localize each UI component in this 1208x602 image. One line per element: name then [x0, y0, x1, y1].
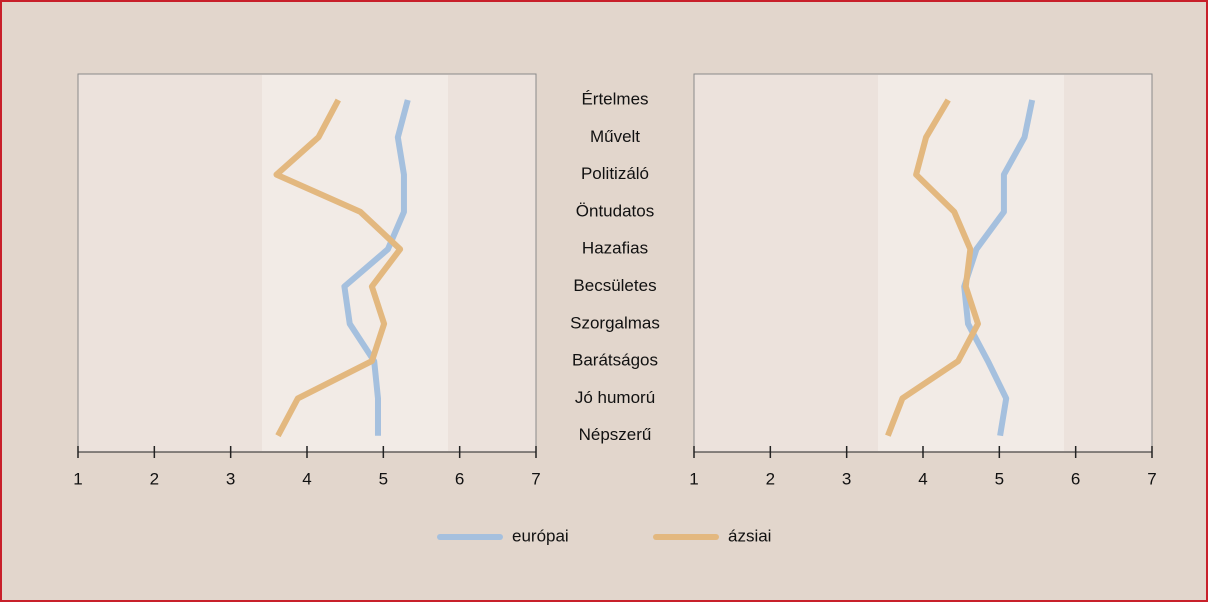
x-tick-label: 5 [379, 469, 388, 488]
x-tick-label: 4 [918, 469, 927, 488]
x-tick-label: 1 [73, 469, 82, 488]
category-label: Művelt [590, 127, 640, 146]
x-tick-label: 3 [842, 469, 851, 488]
x-tick-label: 3 [226, 469, 235, 488]
series-line [885, 98, 981, 437]
legend-label: ázsiai [728, 526, 771, 545]
x-tick-label: 5 [995, 469, 1004, 488]
panel-band [262, 75, 448, 451]
category-label: Szorgalmas [570, 313, 660, 332]
x-tick-label: 6 [455, 469, 464, 488]
category-label: Népszerű [579, 425, 652, 444]
x-tick-label: 7 [1147, 469, 1156, 488]
x-tick-label: 1 [689, 469, 698, 488]
category-label: Öntudatos [576, 201, 654, 220]
category-label: Politizáló [581, 164, 649, 183]
category-label: Értelmes [581, 89, 648, 108]
series-line [341, 99, 411, 436]
category-label: Barátságos [572, 351, 658, 370]
category-label: Becsületes [573, 276, 656, 295]
legend-label: európai [512, 526, 569, 545]
x-tick-label: 4 [302, 469, 311, 488]
series-line [273, 98, 404, 438]
x-tick-label: 7 [531, 469, 540, 488]
category-label: Jó humorú [575, 388, 655, 407]
x-tick-label: 2 [766, 469, 775, 488]
category-label: Hazafias [582, 239, 648, 258]
x-tick-label: 2 [150, 469, 159, 488]
x-tick-label: 6 [1071, 469, 1080, 488]
